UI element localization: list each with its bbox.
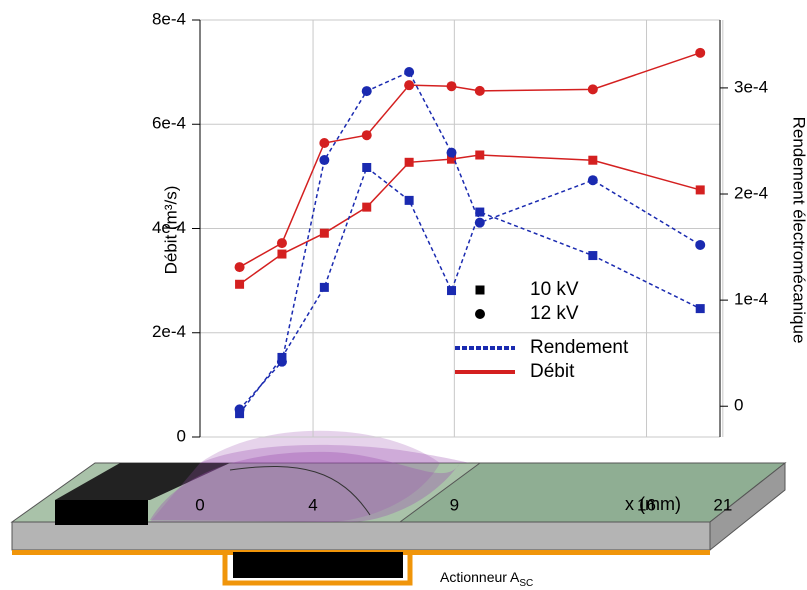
series-line xyxy=(239,71,701,410)
legend-label: Rendement xyxy=(530,337,629,358)
y-axis-title: Débit (m³/s) xyxy=(161,186,180,275)
x-tick-label: 4 xyxy=(308,495,317,514)
y-tick-label: 6e-4 xyxy=(152,114,186,133)
marker xyxy=(277,249,287,259)
x-tick-label: 9 xyxy=(450,495,459,514)
plasma-plume xyxy=(150,430,440,522)
marker xyxy=(319,155,330,166)
marker xyxy=(474,85,485,96)
plate-side xyxy=(709,461,786,552)
marker xyxy=(362,202,372,212)
marker xyxy=(361,130,372,141)
marker xyxy=(235,279,245,289)
marker xyxy=(404,157,414,167)
marker xyxy=(404,66,415,77)
legend-label: Débit xyxy=(530,361,575,382)
marker xyxy=(404,80,415,91)
electrode-outline xyxy=(222,552,413,586)
top-electrode-front xyxy=(55,500,148,525)
marker xyxy=(475,309,485,319)
y-tick-label: 4e-4 xyxy=(152,218,186,237)
marker xyxy=(588,155,598,165)
y-tick-label: 2e-4 xyxy=(152,322,186,341)
marker xyxy=(404,195,414,205)
marker xyxy=(319,282,329,292)
bottom-electrode xyxy=(233,552,403,578)
marker xyxy=(276,238,287,249)
marker xyxy=(695,47,706,58)
marker xyxy=(447,286,457,296)
y2-tick-label: 0 xyxy=(734,396,743,415)
marker xyxy=(475,207,485,217)
marker xyxy=(474,217,485,228)
marker xyxy=(234,262,245,273)
x-axis-title: x (mm) xyxy=(625,494,681,514)
marker xyxy=(319,228,329,238)
marker xyxy=(361,86,372,97)
x-tick-label: 21 xyxy=(713,495,732,514)
plate-front xyxy=(11,521,711,551)
marker xyxy=(446,81,457,92)
y-tick-label: 8e-4 xyxy=(152,9,186,28)
marker xyxy=(695,239,706,250)
plasma-region xyxy=(150,451,460,522)
legend-label: 10 kV xyxy=(530,279,579,300)
plot: 0 4 9 16 21 0 2e-4 4e-4 6e-4 8e-4 0 1e-4 2e-4 3e-4 10 … xyxy=(152,9,768,514)
y2-tick-label: 2e-4 xyxy=(734,183,768,202)
marker xyxy=(234,404,245,415)
y2-tick-label: 1e-4 xyxy=(734,290,768,309)
marker xyxy=(362,162,372,172)
marker xyxy=(587,84,598,95)
marker xyxy=(695,185,705,195)
series-line xyxy=(239,154,701,285)
y2-axis-title: Rendement électromécanique xyxy=(790,117,807,344)
annotation: Actionneur ASC xyxy=(440,569,533,589)
series-line xyxy=(238,166,701,415)
plasma-dome xyxy=(200,444,470,463)
actuator-illustration xyxy=(10,430,787,586)
x-tick-label: 16 xyxy=(637,495,656,514)
marker xyxy=(475,150,485,160)
x-tick-label: 0 xyxy=(195,495,204,514)
marker xyxy=(588,251,598,261)
marker xyxy=(447,154,457,164)
top-electrode-top xyxy=(55,463,230,500)
annotation-subscript: SC xyxy=(519,578,533,589)
series-line xyxy=(239,52,701,268)
marker xyxy=(276,356,287,367)
marker xyxy=(446,147,457,158)
annotation-text: Actionneur A xyxy=(440,569,520,585)
marker xyxy=(319,138,330,149)
y2-tick-label: 3e-4 xyxy=(734,77,768,96)
y-tick-label: 0 xyxy=(177,426,186,445)
legend-label: 12 kV xyxy=(530,303,579,324)
marker xyxy=(587,175,598,186)
marker xyxy=(475,285,485,295)
plume-line xyxy=(229,465,371,516)
marker xyxy=(695,304,705,314)
